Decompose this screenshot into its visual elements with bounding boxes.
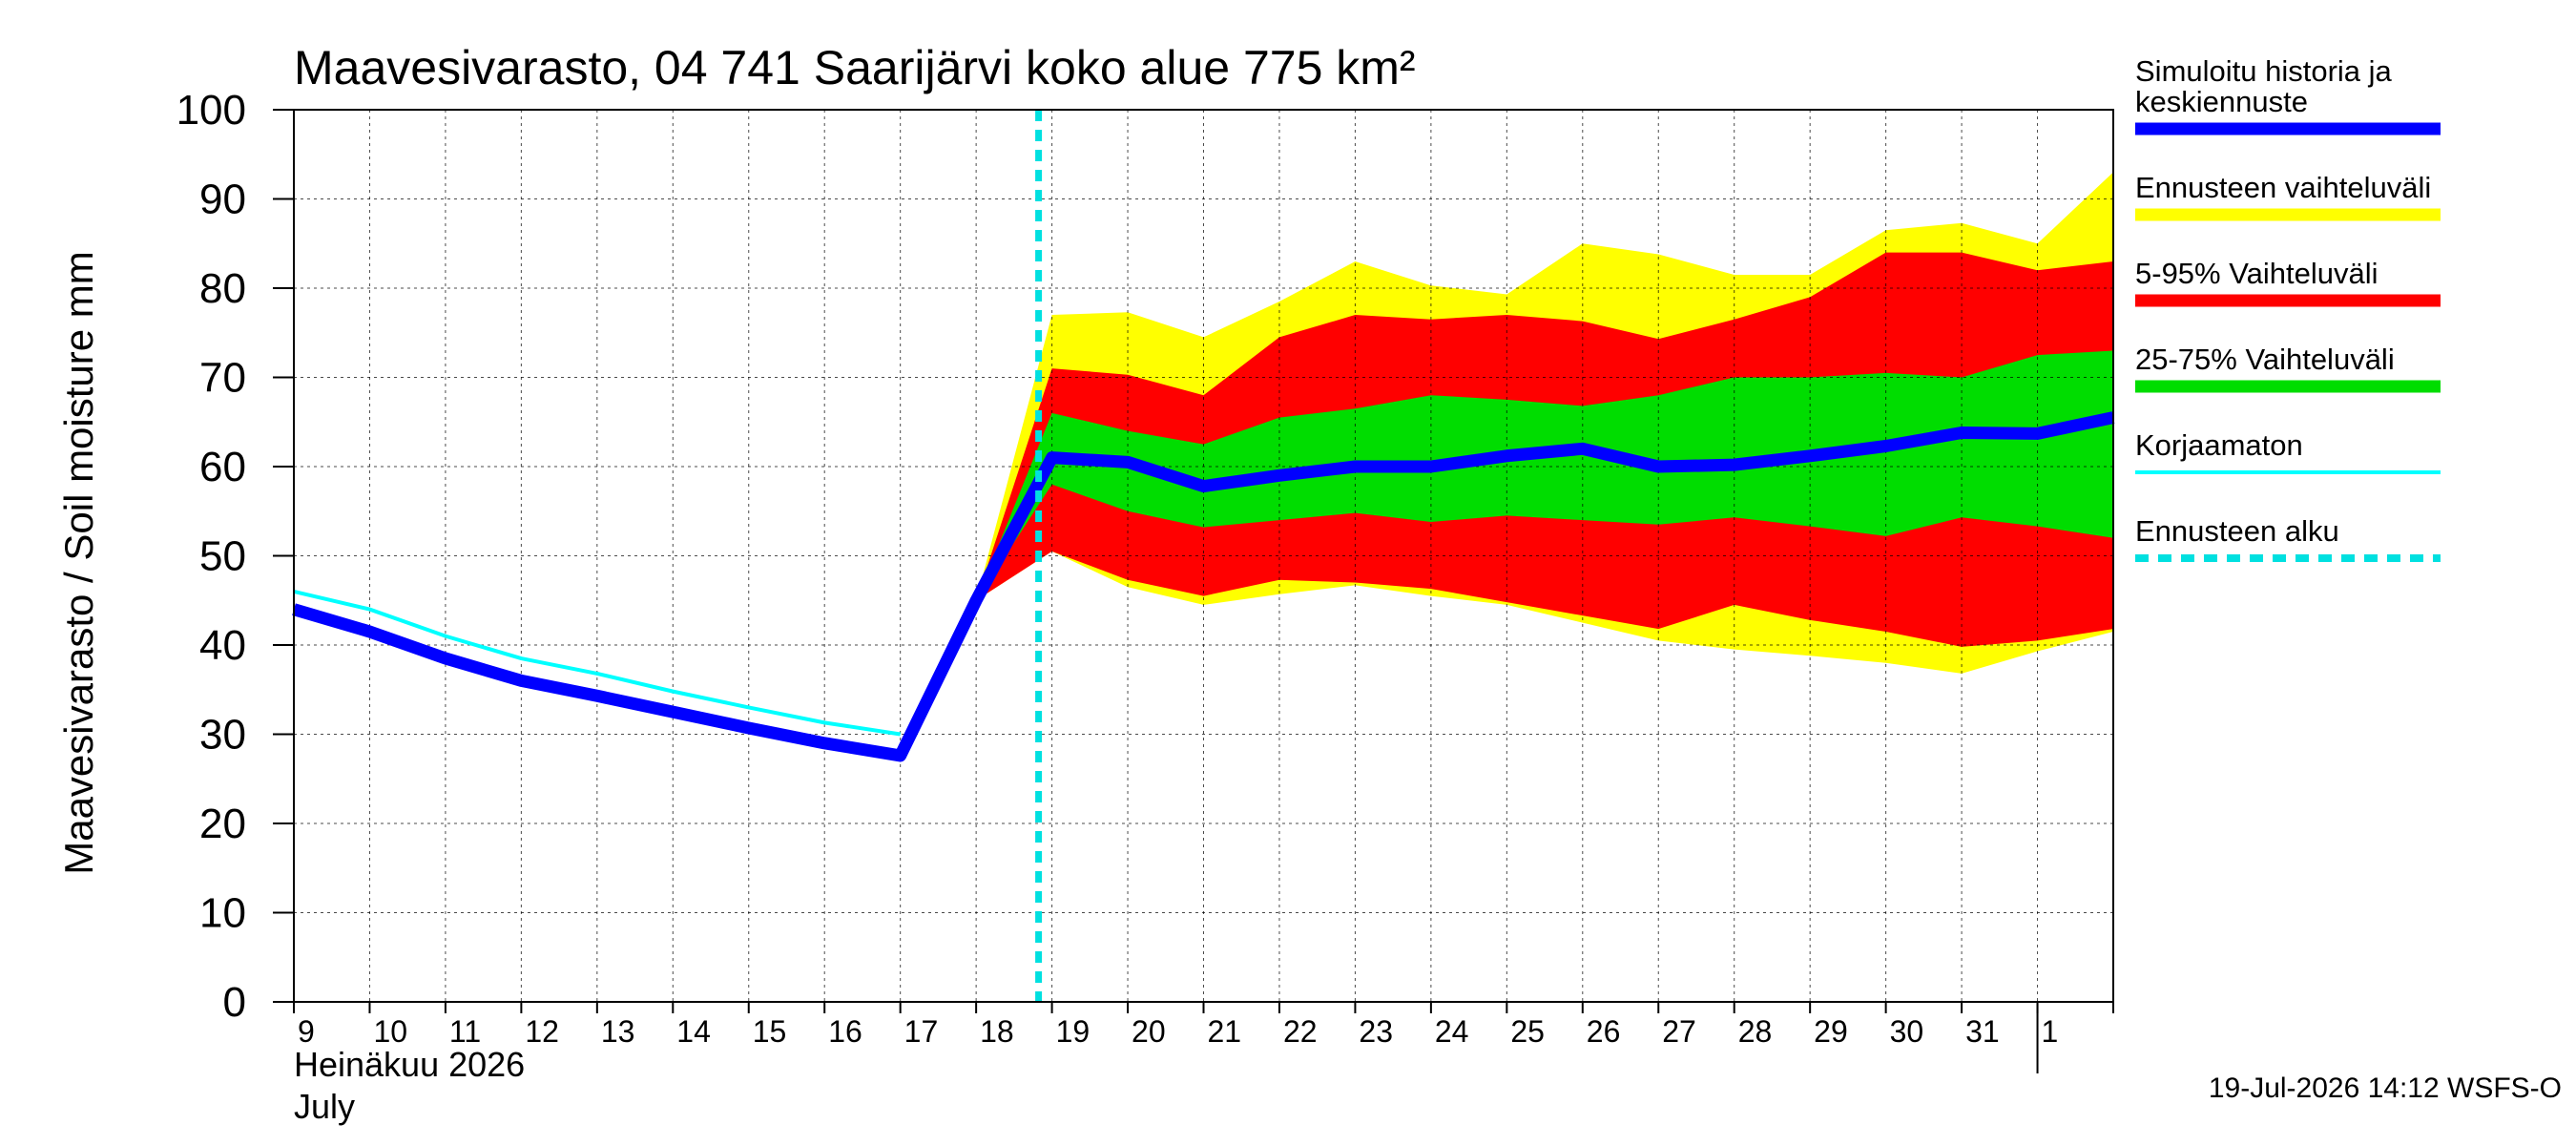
legend-label: Korjaamaton — [2135, 428, 2303, 462]
x-axis-month-label: Heinäkuu 2026 — [294, 1045, 525, 1084]
x-tick-label: 16 — [828, 1014, 862, 1049]
x-tick-label: 20 — [1132, 1014, 1166, 1049]
y-tick-label: 90 — [199, 177, 246, 223]
x-tick-label: 26 — [1587, 1014, 1621, 1049]
simulated-line — [292, 411, 2115, 762]
x-tick-label: 11 — [449, 1014, 481, 1049]
x-tick-label: 19 — [1056, 1014, 1091, 1049]
y-axis-label: Maavesivarasto / Soil moisture mm — [56, 251, 101, 875]
p25-75-band — [976, 350, 2113, 601]
x-tick-label: 17 — [904, 1014, 939, 1049]
y-axis: 0 10 20 30 40 50 60 70 80 90 100 — [177, 87, 294, 1026]
legend-label: Simuloitu historia ja — [2135, 54, 2393, 88]
x-tick-label: 30 — [1890, 1014, 1924, 1049]
x-tick-label: 1 — [2042, 1014, 2059, 1049]
x-tick-label: 21 — [1208, 1014, 1242, 1049]
uncorrected-line — [293, 589, 901, 737]
x-tick-label: 10 — [373, 1014, 407, 1049]
y-tick-label: 30 — [199, 712, 246, 759]
x-tick-label: 24 — [1435, 1014, 1469, 1049]
y-tick-label: 50 — [199, 533, 246, 580]
x-tick-label: 14 — [676, 1014, 711, 1049]
x-tick-label: 31 — [1965, 1014, 2000, 1049]
legend-label: Ennusteen vaihteluväli — [2135, 171, 2431, 204]
y-tick-label: 10 — [199, 890, 246, 937]
legend-label: 5-95% Vaihteluväli — [2135, 257, 2378, 290]
grid-lines — [294, 110, 2113, 1002]
y-tick-label: 70 — [199, 355, 246, 402]
y-tick-label: 20 — [199, 801, 246, 847]
x-tick-label: 18 — [980, 1014, 1014, 1049]
legend-label: Ennusteen alku — [2135, 514, 2339, 548]
x-tick-label: 9 — [298, 1014, 315, 1049]
legend-label: keskiennuste — [2135, 85, 2308, 118]
x-tick-label: 22 — [1283, 1014, 1318, 1049]
x-axis-month-label-en: July — [294, 1087, 355, 1126]
footer-timestamp: 19-Jul-2026 14:12 WSFS-O — [2209, 1072, 2562, 1104]
x-tick-label: 27 — [1662, 1014, 1696, 1049]
plot-area — [292, 109, 2115, 1003]
y-tick-label: 0 — [223, 979, 246, 1026]
x-axis: 9 10 11 12 13 14 15 16 17 18 19 20 21 22 23 24 25 26 27 28 2… — [293, 1002, 2114, 1073]
y-tick-label: 80 — [199, 265, 246, 312]
y-tick-label: 40 — [199, 622, 246, 669]
y-tick-label: 60 — [199, 444, 246, 490]
x-tick-label: 28 — [1738, 1014, 1773, 1049]
x-tick-label: 23 — [1359, 1014, 1393, 1049]
y-tick-label: 100 — [177, 87, 246, 134]
legend-label: 25-75% Vaihteluväli — [2135, 343, 2395, 376]
x-tick-label: 29 — [1814, 1014, 1848, 1049]
x-tick-label: 13 — [601, 1014, 635, 1049]
chart-title: Maavesivarasto, 04 741 Saarijärvi koko a… — [294, 41, 1416, 94]
series-lines — [292, 411, 2115, 762]
x-tick-label: 12 — [525, 1014, 559, 1049]
x-tick-label: 15 — [753, 1014, 787, 1049]
x-tick-label: 25 — [1510, 1014, 1545, 1049]
